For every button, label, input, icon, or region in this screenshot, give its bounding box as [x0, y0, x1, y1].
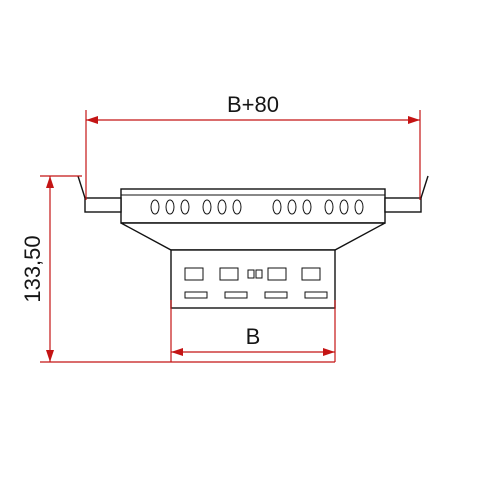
- dim-arrow: [46, 176, 54, 188]
- top-flange: [121, 189, 385, 223]
- hook-right: [421, 176, 428, 198]
- tab-left: [85, 198, 121, 212]
- dim-arrow: [323, 348, 335, 356]
- dim-label-left: 133,50: [20, 235, 45, 302]
- hook-left: [78, 176, 85, 198]
- dim-arrow: [86, 116, 98, 124]
- dim-arrow: [46, 350, 54, 362]
- part-outline: [78, 176, 428, 308]
- transition: [121, 223, 385, 250]
- dim-label-top: B+80: [227, 92, 279, 117]
- technical-drawing: B+80 B 133,50: [0, 0, 500, 500]
- bottom-channel: [171, 250, 335, 308]
- dim-label-bottom: B: [246, 324, 261, 349]
- dim-arrow: [171, 348, 183, 356]
- tab-right: [385, 198, 421, 212]
- dim-arrow: [408, 116, 420, 124]
